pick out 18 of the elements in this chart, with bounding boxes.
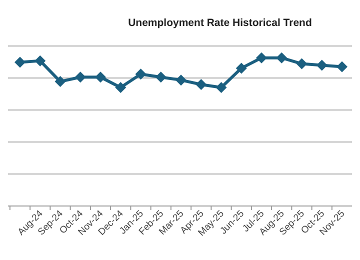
point (155, 72, 166, 83)
point (135, 68, 146, 80)
point (316, 60, 328, 71)
point (176, 74, 186, 86)
point (74, 72, 86, 83)
point (54, 76, 66, 88)
point (336, 61, 348, 72)
point (296, 58, 308, 70)
point (115, 82, 126, 93)
point (236, 62, 247, 74)
point (14, 56, 26, 68)
point (276, 52, 288, 64)
point (216, 82, 227, 93)
point (34, 55, 46, 66)
point (256, 52, 267, 64)
chart-title: Unemployment Rate Historical Trend (128, 17, 312, 29)
point (196, 79, 207, 90)
point (95, 72, 106, 83)
